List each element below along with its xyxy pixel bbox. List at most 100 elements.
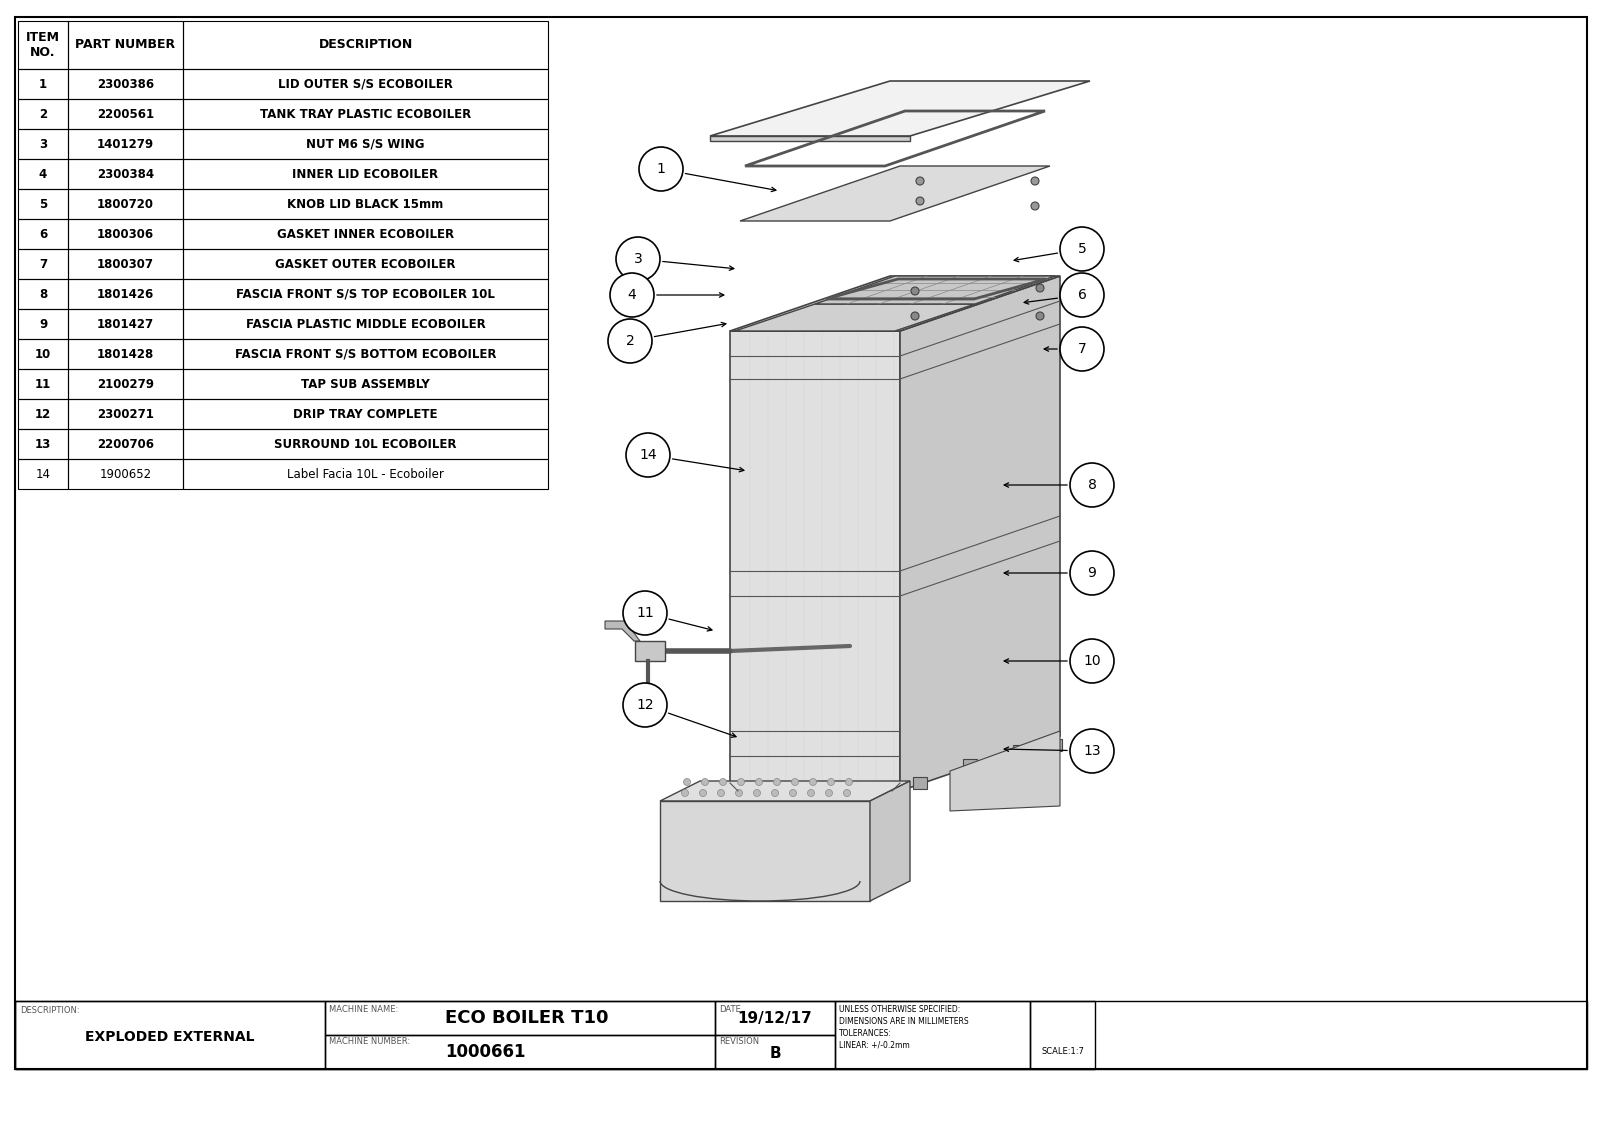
Bar (842, 791, 858, 805)
Text: DESCRIPTION:: DESCRIPTION: (19, 1005, 80, 1015)
Text: GASKET INNER ECOBOILER: GASKET INNER ECOBOILER (277, 227, 454, 241)
Circle shape (1059, 273, 1104, 317)
Bar (67, 129, 182, 159)
Bar (182, 100, 547, 129)
Bar (182, 339, 547, 369)
Bar (771, 791, 787, 805)
Text: DRIP TRAY COMPLETE: DRIP TRAY COMPLETE (293, 407, 438, 421)
Polygon shape (605, 621, 640, 641)
Circle shape (717, 789, 725, 796)
Text: SCALE:1:7: SCALE:1:7 (1042, 1047, 1083, 1056)
Circle shape (699, 789, 707, 796)
Circle shape (910, 287, 918, 295)
Circle shape (608, 319, 653, 363)
Text: 3: 3 (634, 252, 642, 266)
Bar (914, 777, 926, 789)
Text: 4: 4 (38, 167, 46, 181)
Text: TANK TRAY PLASTIC ECOBOILER: TANK TRAY PLASTIC ECOBOILER (259, 107, 470, 121)
Text: 2200706: 2200706 (98, 438, 154, 450)
Polygon shape (730, 276, 1059, 331)
Text: REVISION: REVISION (718, 1037, 758, 1046)
Bar (67, 399, 182, 429)
Circle shape (1059, 227, 1104, 271)
Polygon shape (739, 166, 1050, 221)
Text: 1801428: 1801428 (98, 347, 154, 361)
Text: 5: 5 (38, 198, 46, 210)
Polygon shape (661, 782, 910, 801)
Bar (18, 399, 67, 429)
Bar (182, 249, 547, 279)
Bar (67, 69, 182, 100)
Bar (18, 279, 67, 309)
Text: 13: 13 (1083, 744, 1101, 758)
Text: GASKET OUTER ECOBOILER: GASKET OUTER ECOBOILER (275, 258, 456, 270)
Text: 1801426: 1801426 (98, 287, 154, 301)
Bar (67, 249, 182, 279)
Circle shape (826, 789, 832, 796)
Text: INNER LID ECOBOILER: INNER LID ECOBOILER (293, 167, 438, 181)
Bar (18, 21, 67, 69)
Bar (835, 1001, 1030, 1069)
Circle shape (915, 176, 925, 185)
Text: 2200561: 2200561 (98, 107, 154, 121)
Text: 8: 8 (1088, 478, 1096, 492)
Text: 2100279: 2100279 (98, 378, 154, 390)
Bar (182, 129, 547, 159)
Bar (325, 1001, 715, 1035)
Text: TAP SUB ASSEMBLY: TAP SUB ASSEMBLY (301, 378, 430, 390)
Text: 8: 8 (38, 287, 46, 301)
Bar (1030, 1001, 1094, 1069)
Text: 2: 2 (38, 107, 46, 121)
Bar (18, 219, 67, 249)
Text: 10: 10 (1083, 654, 1101, 668)
Circle shape (738, 778, 744, 786)
Text: B: B (770, 1045, 781, 1061)
Polygon shape (710, 136, 910, 141)
Bar (18, 309, 67, 339)
Circle shape (754, 789, 760, 796)
Text: 6: 6 (1077, 288, 1086, 302)
Circle shape (1037, 312, 1043, 320)
Circle shape (1070, 463, 1114, 507)
Polygon shape (814, 276, 1054, 304)
Text: FASCIA PLASTIC MIDDLE ECOBOILER: FASCIA PLASTIC MIDDLE ECOBOILER (246, 318, 485, 330)
Text: 9: 9 (1088, 566, 1096, 580)
Text: FASCIA FRONT S/S TOP ECOBOILER 10L: FASCIA FRONT S/S TOP ECOBOILER 10L (237, 287, 494, 301)
Circle shape (622, 683, 667, 727)
Circle shape (845, 778, 853, 786)
Bar (67, 279, 182, 309)
Bar (18, 249, 67, 279)
Text: 1800307: 1800307 (98, 258, 154, 270)
Circle shape (771, 789, 779, 796)
Bar (18, 429, 67, 459)
Circle shape (638, 147, 683, 191)
Bar (182, 309, 547, 339)
Bar (635, 641, 666, 661)
Circle shape (683, 778, 691, 786)
Bar (182, 21, 547, 69)
Text: 12: 12 (637, 698, 654, 713)
Circle shape (701, 778, 709, 786)
Circle shape (1070, 729, 1114, 772)
Text: 1900652: 1900652 (99, 467, 152, 481)
Text: 13: 13 (35, 438, 51, 450)
Bar (1048, 739, 1062, 751)
Text: 2300271: 2300271 (98, 407, 154, 421)
Circle shape (682, 789, 688, 796)
Bar (182, 369, 547, 399)
Bar (18, 129, 67, 159)
Bar (325, 1035, 715, 1069)
Bar (67, 309, 182, 339)
Bar (14, 1001, 1587, 1069)
Polygon shape (734, 304, 974, 331)
Circle shape (616, 238, 661, 280)
Circle shape (1070, 551, 1114, 595)
Bar (182, 69, 547, 100)
Circle shape (755, 778, 763, 786)
Text: LID OUTER S/S ECOBOILER: LID OUTER S/S ECOBOILER (278, 78, 453, 90)
Bar (182, 399, 547, 429)
Text: DESCRIPTION: DESCRIPTION (318, 38, 413, 52)
Bar (715, 1035, 835, 1069)
Text: 1801427: 1801427 (98, 318, 154, 330)
Text: 2300386: 2300386 (98, 78, 154, 90)
